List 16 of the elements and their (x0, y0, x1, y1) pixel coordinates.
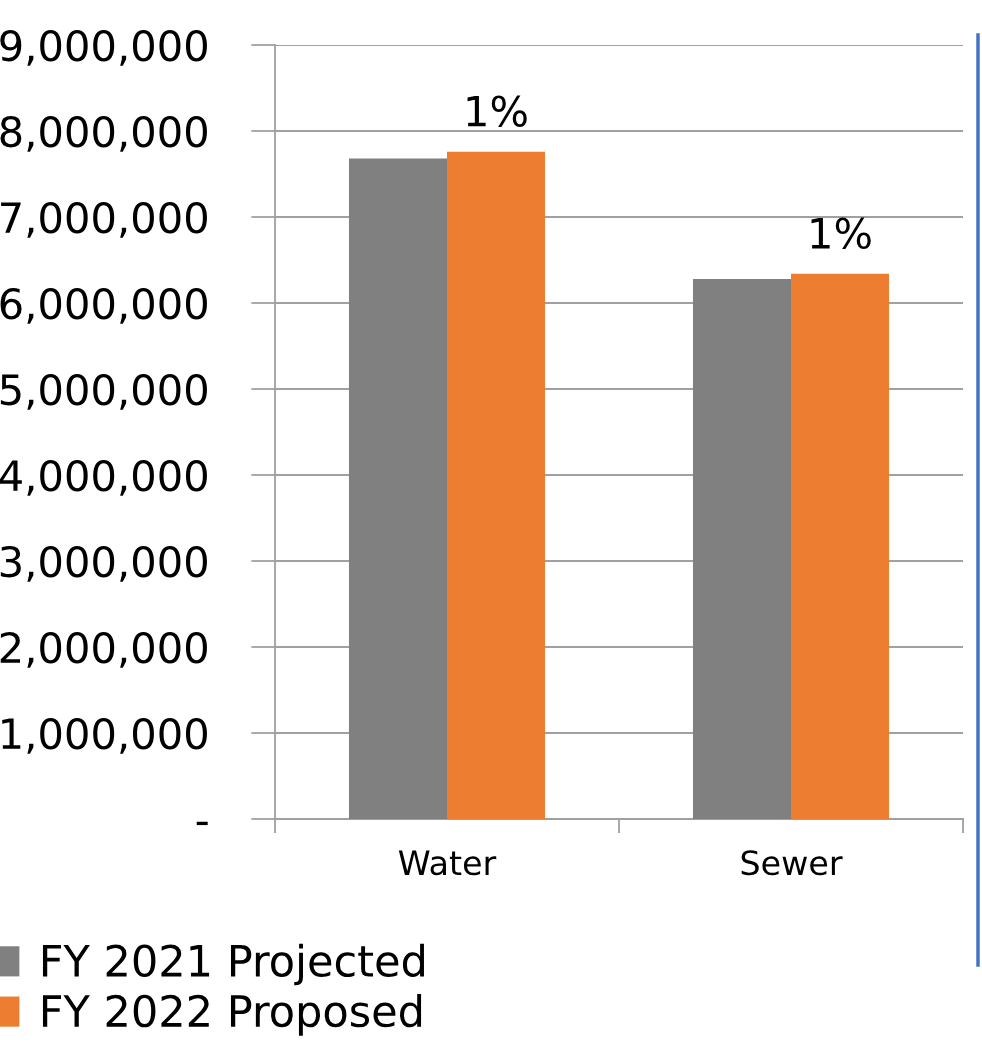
y-tick-label: 5,000,000 (0, 373, 207, 410)
legend-label: FY 2021 Projected (42, 943, 424, 986)
y-tick-label: 9,000,000 (0, 29, 207, 66)
y-tick-label: 3,000,000 (0, 545, 207, 582)
annotation: 1% (811, 217, 871, 250)
y-tick-label: 7,000,000 (1, 201, 207, 238)
y-tick-label: 8,000,000 (0, 115, 207, 152)
y-tick-label: 1,000,000 (2, 717, 207, 754)
y-tick-label: 4,000,000 (0, 459, 207, 496)
x-tick-label: Sewer (741, 850, 843, 876)
y-tick-label: 2,000,000 (0, 631, 207, 668)
x-tick-label: Water (398, 850, 497, 876)
y-tick-label: 6,000,000 (0, 287, 207, 324)
legend-label: FY 2022 Proposed (42, 993, 422, 1036)
annotation: 1% (467, 95, 527, 127)
y-tick-label: - (196, 821, 208, 826)
